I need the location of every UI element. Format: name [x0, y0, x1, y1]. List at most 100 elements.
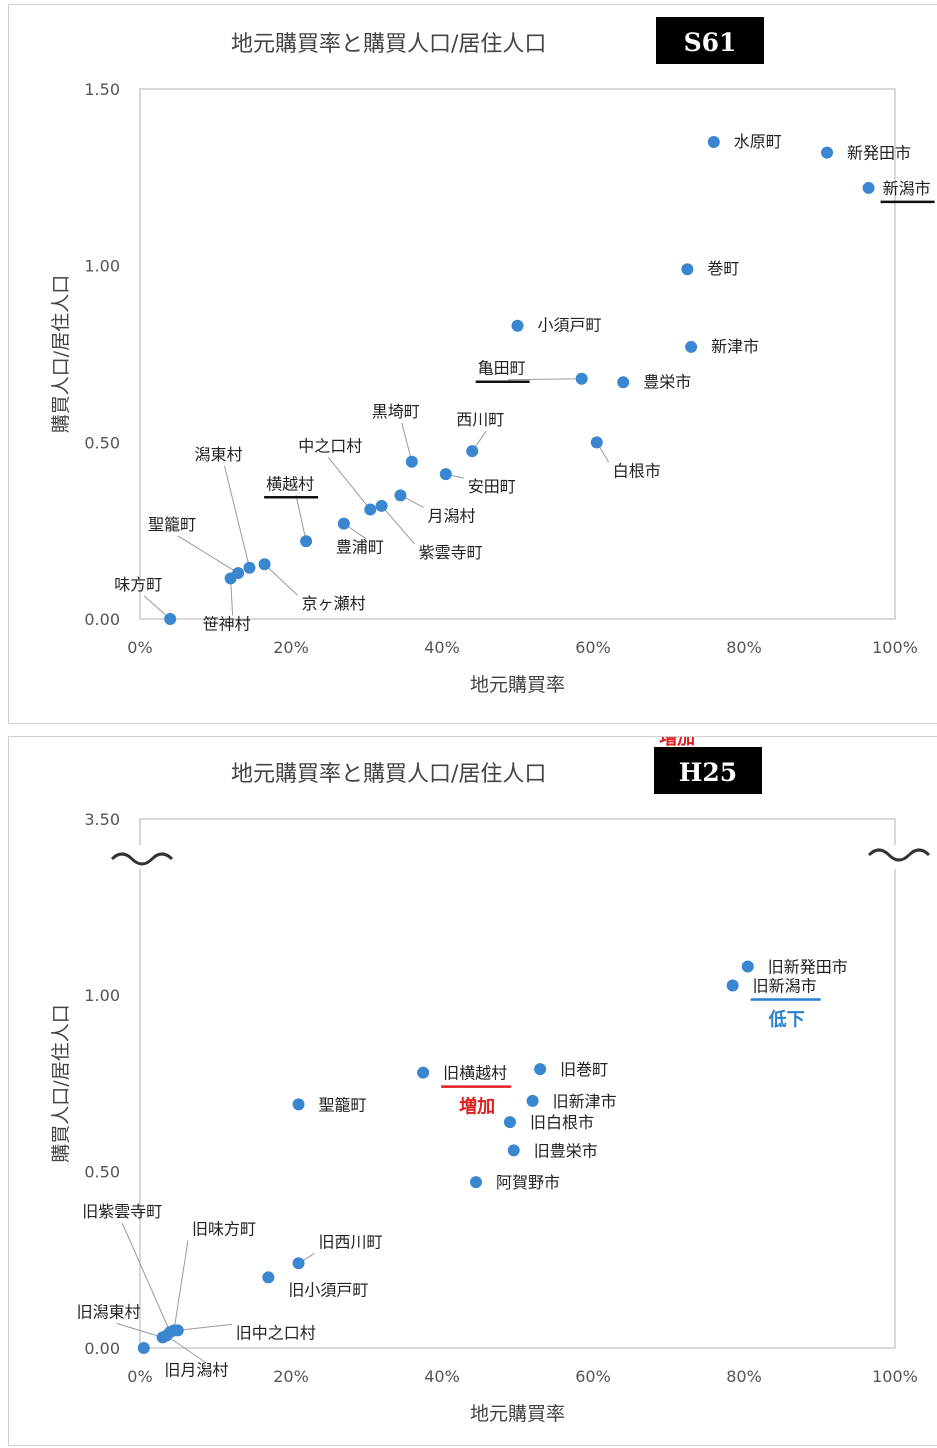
leader-line — [264, 563, 298, 596]
y-axis-title: 購買人口/居住人口 — [50, 275, 72, 433]
y-tick-label: 1.00 — [84, 986, 120, 1005]
data-point — [405, 455, 418, 468]
data-point — [300, 535, 313, 548]
leader-line — [327, 457, 371, 510]
y-tick-label: 0.50 — [84, 433, 120, 452]
data-point — [590, 436, 603, 449]
chart-panel-h25: 地元購買率と購買人口/居住人口 H25 0.00 0.50 1.00 3.50 0% 20% 4… — [8, 736, 937, 1446]
point-label: 旧横越村 — [443, 1064, 507, 1083]
x-tick-label: 0% — [127, 1367, 152, 1386]
point-label: 旧豊栄市 — [534, 1141, 598, 1160]
data-point — [156, 1331, 169, 1344]
point-label: 月潟村 — [427, 506, 475, 525]
x-tick-label: 100% — [872, 1367, 918, 1386]
data-point — [469, 1176, 482, 1189]
data-point — [439, 468, 452, 481]
point-label: 新潟市 — [883, 179, 931, 198]
data-point — [364, 503, 377, 516]
point-label: 小須戸町 — [538, 316, 602, 335]
point-label: 旧白根市 — [530, 1113, 594, 1132]
chart-panel-s61: 地元購買率と購買人口/居住人口 S61 0.00 0.50 1.00 1.50 0% 20% 4… — [8, 4, 937, 724]
point-label: 旧西川町 — [319, 1232, 383, 1251]
data-point — [503, 1116, 516, 1129]
point-label: 紫雲寺町 — [419, 543, 483, 562]
leader-line — [177, 1323, 232, 1331]
x-tick-label: 100% — [872, 638, 918, 657]
point-label: 潟東村 — [194, 445, 242, 464]
plot-area — [139, 88, 896, 620]
data-point — [258, 558, 271, 571]
data-point — [507, 1144, 520, 1157]
data-point — [862, 181, 875, 194]
data-point — [707, 136, 720, 148]
leader-line — [121, 1222, 171, 1333]
leader-line — [173, 1240, 189, 1331]
data-point — [292, 1098, 305, 1111]
point-label: 新津市 — [711, 337, 759, 356]
data-point — [337, 517, 350, 530]
chart-title: 地元購買率と購買人口/居住人口 — [231, 32, 546, 57]
x-tick-label: 40% — [424, 1367, 460, 1386]
leader-line — [177, 535, 239, 574]
point-label: 旧紫雲寺町 — [82, 1202, 162, 1221]
leader-line — [295, 495, 307, 542]
data-point — [292, 1257, 305, 1270]
point-label: 豊浦町 — [336, 538, 384, 557]
point-label: 安田町 — [468, 477, 516, 496]
y-tick-label: 3.50 — [84, 810, 120, 829]
x-axis-title: 地元購買率 — [470, 1403, 565, 1425]
data-point — [466, 445, 479, 458]
data-point — [617, 376, 630, 389]
y-tick-label: 0.00 — [84, 1339, 120, 1358]
leader-line — [223, 465, 250, 568]
point-label: 豊栄市 — [643, 372, 691, 391]
badge-label: H25 — [679, 758, 737, 787]
y-tick-label: 1.00 — [84, 257, 120, 276]
point-label: 新発田市 — [847, 144, 911, 163]
axis-break-right — [867, 848, 931, 862]
scatter-chart-h25: 地元購買率と購買人口/居住人口 H25 0.00 0.50 1.00 3.50 0% 20% 4… — [50, 737, 935, 1425]
break-mask-right — [865, 845, 935, 869]
data-point — [417, 1066, 430, 1079]
leader-line — [230, 578, 234, 616]
data-point — [262, 1271, 275, 1284]
point-label: 黒埼町 — [372, 402, 420, 421]
x-tick-label: 60% — [575, 1367, 611, 1386]
point-label: 旧新津市 — [553, 1092, 617, 1111]
point-label: 阿賀野市 — [496, 1173, 560, 1192]
data-point — [526, 1094, 539, 1107]
point-label: 旧新発田市 — [768, 957, 848, 976]
data-point — [243, 561, 256, 574]
y-axis-title: 購買人口/居住人口 — [50, 1004, 72, 1162]
point-label: 西川町 — [456, 410, 504, 429]
data-point — [534, 1063, 547, 1076]
point-label: 京ヶ瀬村 — [302, 594, 366, 613]
x-tick-label: 80% — [726, 1367, 762, 1386]
data-point — [681, 263, 694, 276]
x-tick-label: 40% — [424, 638, 460, 657]
data-point — [137, 1342, 150, 1354]
leader-line — [116, 1322, 163, 1338]
data-point — [821, 146, 834, 159]
point-label: 中之口村 — [298, 436, 362, 455]
plot-area — [139, 818, 896, 1349]
data-point — [224, 572, 237, 585]
x-tick-label: 0% — [127, 638, 152, 657]
leader-line — [381, 505, 415, 545]
point-label: 旧中之口村 — [236, 1323, 316, 1342]
annotation-label: 増加 — [459, 1096, 495, 1118]
point-label: 旧新潟市 — [753, 976, 817, 995]
leader-line — [166, 1335, 205, 1363]
data-point — [575, 372, 588, 385]
y-tick-label: 1.50 — [84, 80, 120, 99]
badge-label: S61 — [684, 28, 737, 57]
data-point — [394, 489, 407, 502]
x-tick-label: 20% — [273, 638, 309, 657]
badge-box — [654, 747, 762, 794]
leader-line — [401, 422, 413, 462]
data-point — [511, 319, 524, 332]
annotation-label: 低下 — [768, 1008, 805, 1030]
point-label: 聖籠町 — [319, 1095, 367, 1114]
point-label: 旧巻町 — [560, 1060, 608, 1079]
data-point — [685, 340, 698, 353]
